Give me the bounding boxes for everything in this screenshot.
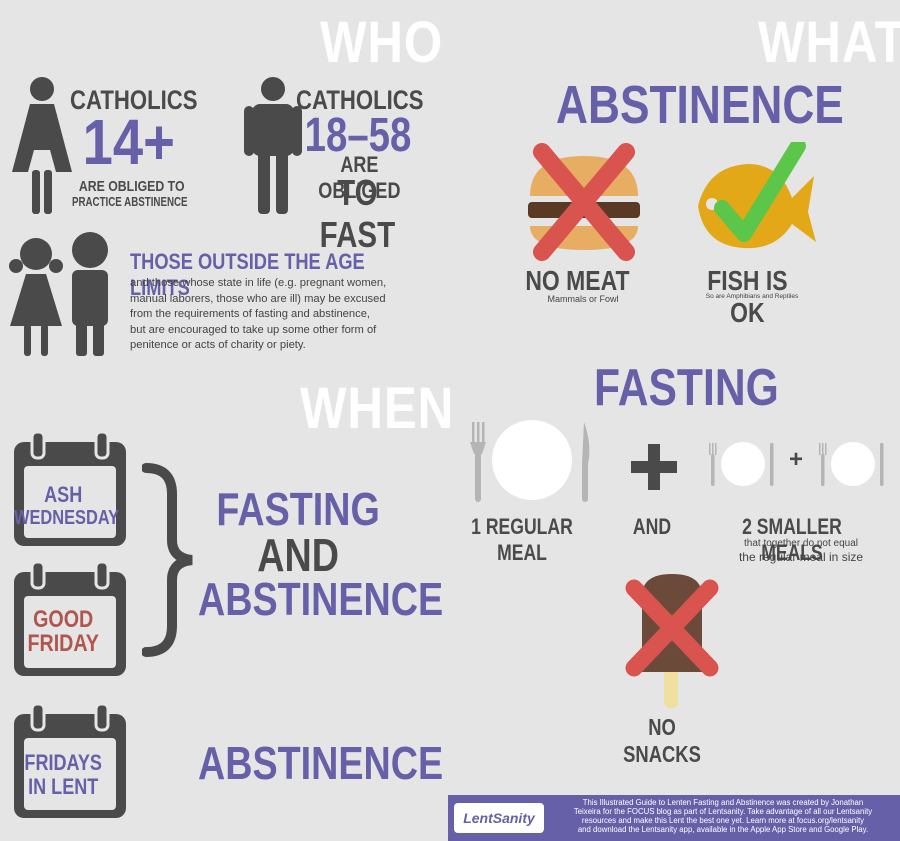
who-group1-line2: ARE OBLIGED TO (78, 178, 185, 195)
who-outside-line: manual laborers, those who are ill) may … (130, 292, 386, 305)
woman-icon (12, 77, 72, 214)
abstinence-title: ABSTINENCE (556, 75, 844, 135)
small-meal-icon (709, 442, 774, 486)
man-icon (244, 77, 302, 214)
no-snacks-label: NO SNACKS (623, 714, 701, 767)
fa-line3: ABSTINENCE (198, 573, 444, 625)
plus-icon (631, 444, 677, 490)
fish-check-icon (698, 142, 816, 249)
smaller-meals-label: 2 SMALLER MEALS (742, 514, 842, 565)
lentsanity-logo: LentSanity (454, 803, 544, 833)
who-group2-age: 18–58 (304, 109, 412, 162)
small-plus: + (788, 446, 803, 473)
who-outside-heading: THOSE OUTSIDE THE AGE LIMITS (130, 249, 365, 300)
footer-banner: LentSanity This Illustrated Guide to Len… (448, 795, 900, 841)
burger-crossed-icon (528, 143, 640, 261)
who-outside-line: but are encouraged to take up some other… (130, 323, 377, 336)
footer-line: This Illustrated Guide to Lenten Fasting… (582, 798, 864, 807)
no-meat-label: NO MEAT (525, 265, 630, 296)
who-outside-line: penitence or acts of charity or piety. (130, 339, 306, 351)
who-group2-line2: ARE OBLIGED (318, 152, 401, 203)
who-group2-line1: CATHOLICS (296, 85, 424, 115)
curly-brace (142, 463, 193, 657)
who-heading: WHO (320, 10, 444, 75)
good-line2: FRIDAY (27, 630, 99, 657)
fasting-title: FASTING (594, 359, 779, 417)
when-heading: WHEN (300, 376, 455, 441)
footer-text: This Illustrated Guide to Lenten Fasting… (550, 798, 896, 834)
who-outside-line: from the requirements of fasting and abs… (130, 308, 371, 320)
calendar-icon (14, 562, 126, 676)
and-label: AND (632, 514, 672, 539)
regular-meal-label: 1 REGULAR MEAL (471, 514, 573, 565)
ash-line1: ASH (44, 482, 83, 507)
no-meat-sub: Mammals or Fowl (547, 294, 619, 304)
small-meal-icon (819, 442, 884, 486)
fridays-line2: IN LENT (28, 774, 99, 799)
fa-line1: FASTING (216, 483, 380, 535)
footer-line: and download the Lentsanity app, availab… (577, 825, 869, 835)
fa-line2: AND (257, 529, 339, 581)
ash-line2: WEDNESDAY (14, 507, 120, 529)
who-group1-line3: PRACTICE ABSTINENCE (71, 194, 188, 209)
fish-sub: So are Amphibians and Reptiles (705, 293, 799, 300)
who-group1-line1: CATHOLICS (70, 85, 198, 115)
good-line1: GOOD (33, 606, 94, 633)
calendar-icon (14, 704, 126, 818)
logo-text: LentSanity (463, 810, 535, 826)
abstinence-only: ABSTINENCE (198, 737, 444, 789)
smaller-sub2: the regular meal in size (738, 550, 864, 564)
who-outside-line: and those whose state in life (e.g. preg… (130, 277, 387, 289)
what-heading: WHAT (758, 10, 900, 75)
footer-line: Teixeira for the FOCUS blog as part of L… (573, 807, 873, 817)
footer-line: resources and make this Lent the best on… (581, 816, 865, 826)
regular-meal-icon (470, 420, 590, 502)
fish-ok-label: FISH IS OK (707, 265, 788, 328)
who-group1-age: 14+ (82, 106, 175, 178)
who-group2-line3: TO FAST (319, 172, 396, 255)
children-icon (9, 232, 108, 356)
popsicle-crossed-icon (625, 574, 719, 708)
fridays-line1: FRIDAYS (24, 750, 102, 775)
who-outside-body: and those whose state in life (e.g. preg… (130, 276, 430, 354)
calendar-icon (14, 432, 126, 546)
smaller-sub1: that together do not equal (744, 538, 858, 549)
